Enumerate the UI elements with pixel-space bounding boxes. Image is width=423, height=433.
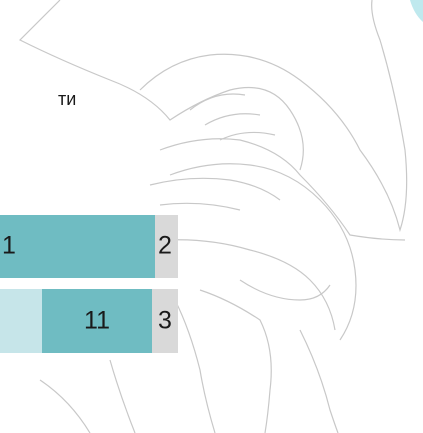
segment-label: 11 [84,307,110,335]
segment-label: 3 [158,307,172,335]
segment-label: 1 [2,232,16,260]
hands-sketch [18,0,408,433]
bar-segment [155,215,178,278]
bar-segment [42,289,152,353]
bar-segment [0,215,155,278]
corner-shape [410,0,423,22]
bar-segment [0,289,42,353]
segment-label: 2 [158,232,172,260]
bar-segment [152,289,178,353]
caption: ти [58,89,76,109]
